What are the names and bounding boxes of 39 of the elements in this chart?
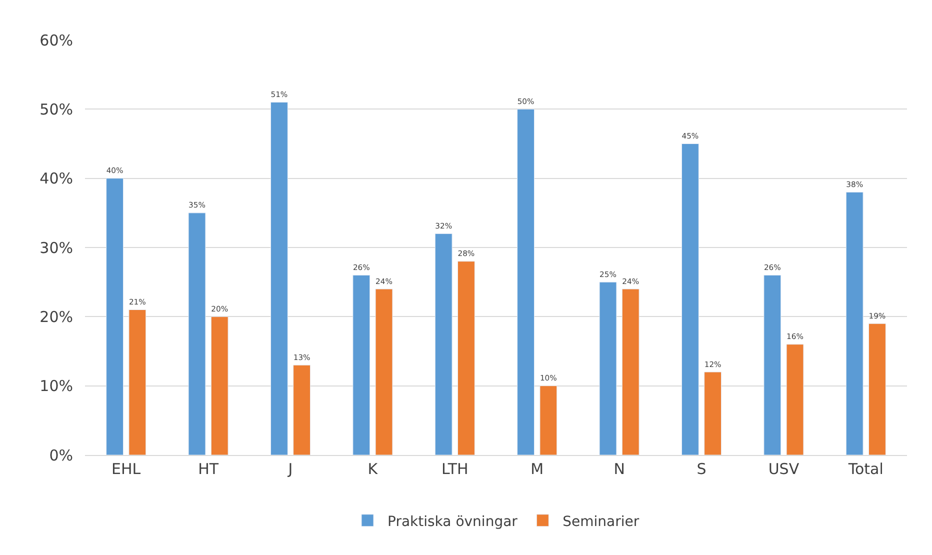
bar	[128, 310, 146, 455]
bar	[599, 282, 617, 455]
x-tick-label: K	[368, 460, 379, 478]
bar	[704, 372, 722, 455]
x-tick-label: J	[287, 460, 293, 478]
y-tick-label: 20%	[40, 308, 73, 326]
x-tick-label: HT	[198, 460, 220, 478]
bar	[681, 144, 699, 455]
bar	[210, 316, 228, 455]
bar	[188, 212, 206, 455]
bar	[352, 274, 370, 455]
x-tick-label: M	[530, 460, 544, 478]
x-tick-label: USV	[768, 460, 800, 478]
y-tick-label: 30%	[40, 238, 73, 257]
bar	[434, 233, 452, 455]
x-tick-label: Total	[847, 460, 884, 478]
bar	[868, 323, 886, 455]
x-tick-label: EHL	[112, 460, 142, 478]
bar	[517, 108, 535, 455]
bar	[375, 288, 393, 455]
bar	[106, 178, 124, 455]
bar	[540, 386, 558, 455]
bar	[846, 192, 864, 455]
x-tick-label: S	[696, 460, 706, 478]
y-tick-label: 50%	[40, 100, 73, 118]
bar	[622, 288, 640, 455]
bar	[764, 274, 782, 455]
y-tick-label: 60%	[40, 31, 73, 50]
x-tick-label: N	[614, 460, 625, 478]
y-tick-label: 10%	[40, 377, 73, 396]
y-tick-label: 0%	[49, 446, 73, 464]
bar	[786, 344, 804, 455]
bar	[457, 261, 475, 455]
bar	[293, 364, 311, 455]
legend-label: Seminarier	[562, 514, 640, 530]
legend-label: Praktiska övningar	[388, 514, 518, 530]
bar	[270, 102, 288, 455]
x-tick-label: LTH	[442, 460, 468, 478]
y-tick-label: 40%	[40, 170, 73, 188]
